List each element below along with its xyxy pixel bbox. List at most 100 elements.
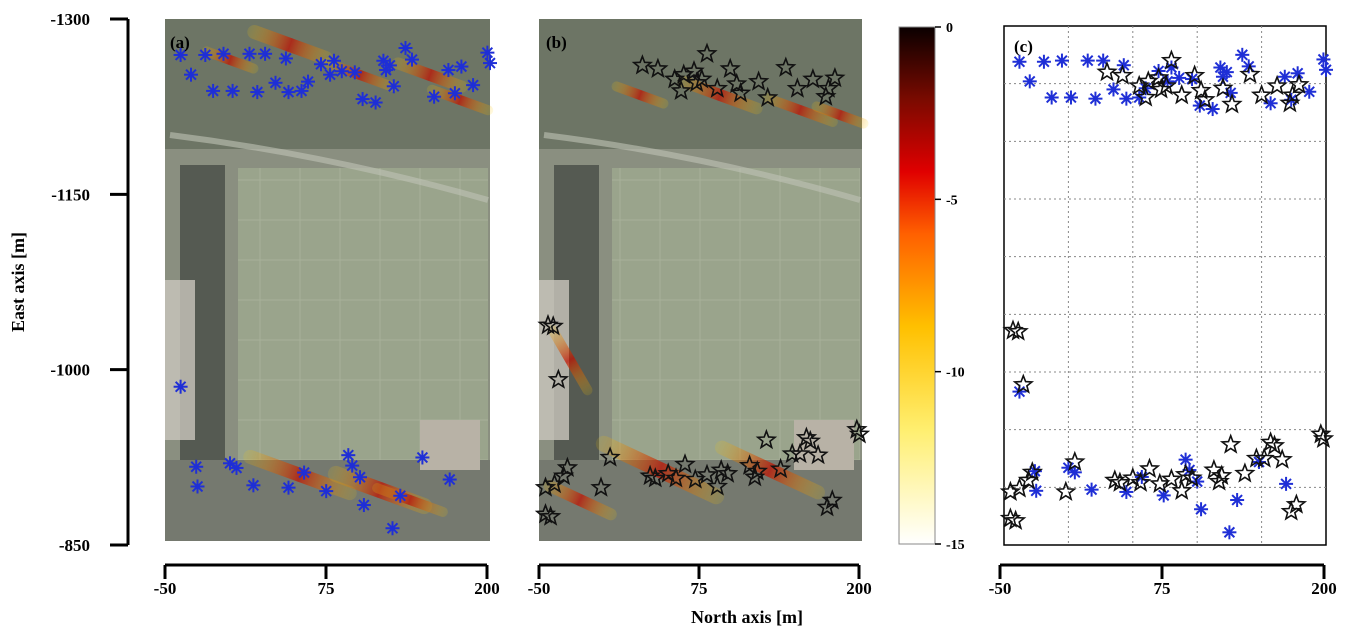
star-marker: [1312, 427, 1335, 449]
star-marker: [1194, 88, 1216, 109]
star-marker: [534, 476, 557, 497]
asterisk-marker: [206, 83, 221, 98]
star-marker: [1021, 461, 1044, 482]
star-marker: [775, 56, 797, 77]
star-marker: [599, 446, 621, 467]
asterisk-marker: [1080, 53, 1095, 68]
star-marker: [1171, 479, 1193, 500]
asterisk-marker: [173, 47, 188, 62]
star-marker: [631, 54, 654, 75]
asterisk-marker: [297, 465, 312, 480]
asterisk-marker: [173, 379, 188, 394]
asterisk-marker: [353, 470, 367, 485]
star-marker: [1128, 74, 1150, 96]
star-marker: [1288, 73, 1310, 94]
asterisk-marker: [246, 478, 261, 493]
colorbar-tick-label: -10: [946, 366, 965, 381]
asterisk-marker: [379, 63, 393, 78]
asterisk-marker: [1054, 53, 1069, 68]
star-marker: [696, 463, 718, 485]
colorbar-tick-label: -15: [946, 538, 965, 553]
star-marker: [781, 442, 803, 464]
asterisk-marker: [447, 86, 462, 101]
asterisk-marker: [1036, 54, 1051, 69]
colorbar: [898, 26, 936, 545]
star-marker: [1155, 74, 1177, 96]
star-marker: [665, 467, 687, 488]
star-marker: [706, 77, 729, 98]
asterisk-marker: [1215, 69, 1230, 84]
asterisk-marker: [314, 57, 328, 72]
star-marker: [1129, 471, 1152, 492]
star-marker: [542, 315, 564, 336]
star-marker: [710, 458, 732, 480]
star-marker: [1253, 447, 1275, 468]
asterisk-marker: [1084, 482, 1099, 497]
panel-c-plot-area: [1003, 25, 1327, 546]
star-marker: [1181, 466, 1203, 488]
asterisk-marker: [355, 92, 370, 107]
star-marker: [1219, 433, 1242, 454]
asterisk-marker: [189, 459, 204, 474]
asterisk-marker: [1316, 52, 1331, 67]
x-tick-label: 200: [474, 579, 500, 598]
asterisk-marker: [242, 46, 257, 61]
star-marker: [1012, 373, 1035, 394]
star-marker: [1134, 86, 1157, 107]
star-marker: [1212, 77, 1234, 98]
asterisk-marker: [281, 480, 296, 495]
star-marker: [674, 453, 696, 474]
star-marker: [683, 59, 705, 81]
star-marker: [747, 70, 770, 91]
asterisk-marker: [278, 51, 293, 66]
star-marker: [1266, 74, 1288, 96]
y-tick-label: -850: [59, 536, 90, 555]
star-marker: [719, 57, 741, 79]
star-marker: [802, 68, 824, 89]
star-marker: [755, 428, 778, 450]
star-marker: [670, 79, 692, 101]
x-tick-label: 200: [846, 579, 872, 598]
star-marker: [1210, 464, 1233, 485]
star-marker: [1190, 79, 1212, 100]
asterisk-marker: [1061, 460, 1076, 475]
colorbar-tick-label: -5: [946, 193, 958, 208]
star-marker: [1271, 448, 1293, 469]
star-marker: [1263, 434, 1286, 455]
asterisk-marker: [1106, 82, 1121, 97]
asterisk-marker: [427, 89, 442, 104]
asterisk-marker: [1156, 488, 1171, 503]
star-marker: [1111, 64, 1134, 85]
asterisk-marker: [483, 56, 497, 71]
y-axis-title: East axis [m]: [8, 232, 28, 332]
star-marker: [647, 57, 669, 79]
star-marker: [1055, 480, 1077, 502]
y-tick-label: -1300: [50, 10, 90, 29]
asterisk-marker: [1088, 91, 1103, 106]
panel-label: (a): [170, 33, 190, 52]
y-tick-label: -1000: [50, 361, 90, 380]
star-marker: [824, 66, 846, 88]
asterisk-marker: [323, 67, 338, 82]
asterisk-marker: [1213, 60, 1228, 75]
star-marker: [746, 460, 769, 481]
star-marker: [807, 443, 829, 465]
star-marker: [756, 86, 779, 108]
asterisk-marker: [334, 64, 349, 79]
star-marker: [817, 77, 840, 98]
asterisk-marker: [341, 448, 356, 463]
panel-label: (c): [1014, 37, 1033, 56]
asterisk-marker: [1119, 91, 1134, 106]
asterisk-marker: [198, 47, 213, 62]
asterisk-marker: [1230, 493, 1245, 508]
asterisk-marker: [347, 65, 362, 80]
star-marker: [1245, 447, 1268, 468]
asterisk-marker: [1205, 102, 1220, 117]
asterisk-marker: [466, 78, 481, 93]
asterisk-marker: [1116, 58, 1131, 73]
x-axis-title: North axis [m]: [691, 607, 803, 627]
star-marker: [590, 476, 612, 497]
asterisk-marker: [1194, 502, 1209, 517]
asterisk-marker: [376, 53, 391, 68]
asterisk-marker: [1277, 69, 1292, 84]
